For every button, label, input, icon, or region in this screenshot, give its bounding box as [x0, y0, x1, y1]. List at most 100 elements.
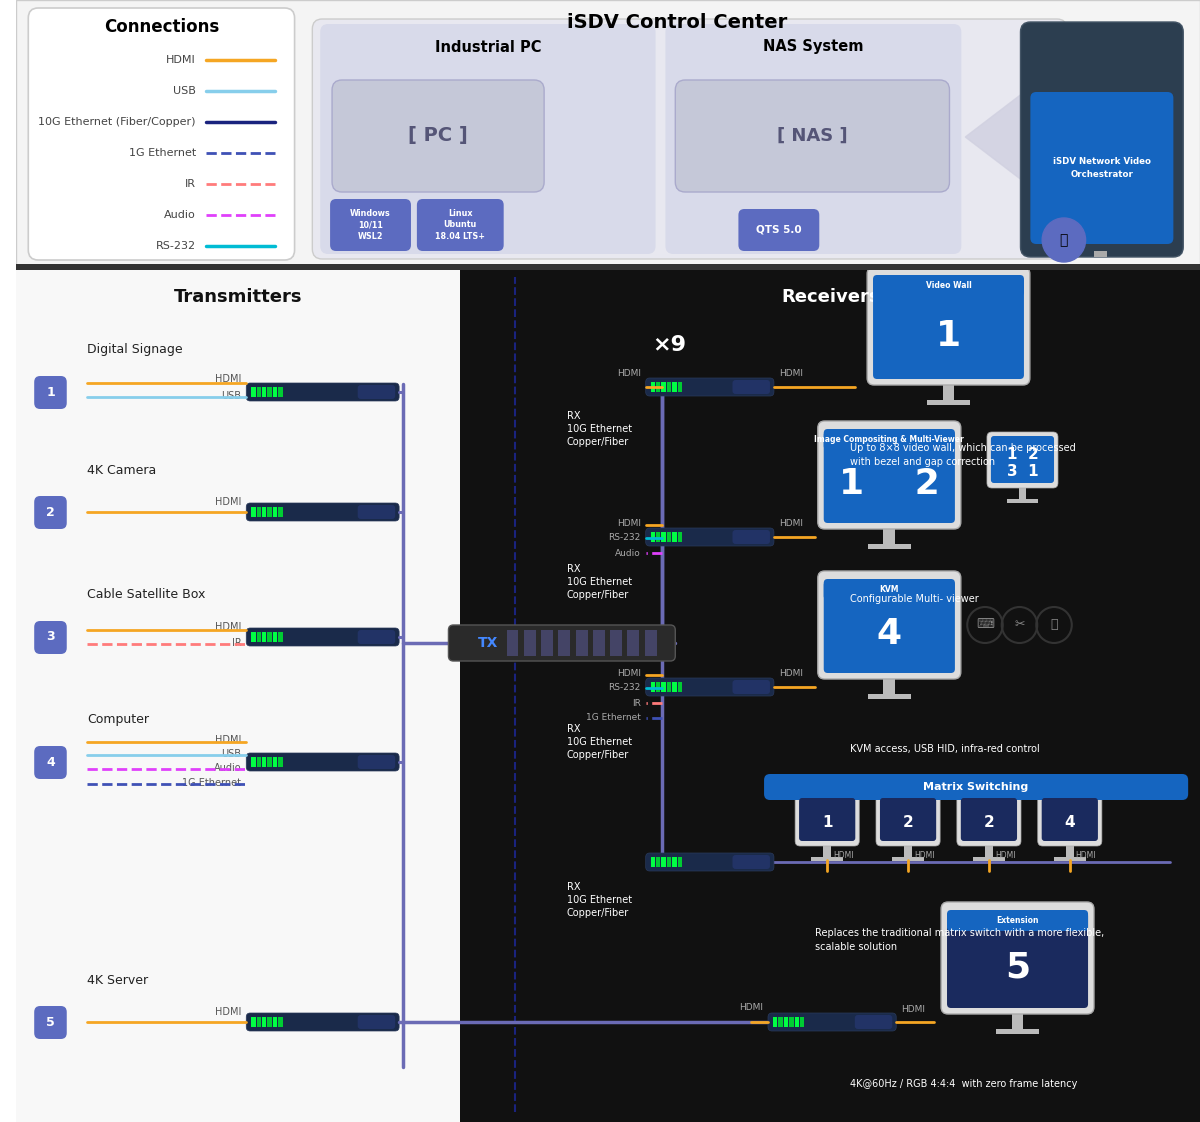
Bar [506, 629, 518, 656]
Text: KVM: KVM [880, 585, 899, 594]
FancyBboxPatch shape [666, 24, 961, 254]
Polygon shape [965, 67, 1057, 206]
Text: Connections: Connections [104, 18, 220, 36]
Text: 2: 2 [902, 816, 913, 830]
Bar [272, 507, 277, 517]
Text: RX
10G Ethernet
Copper/Fiber: RX 10G Ethernet Copper/Fiber [566, 411, 632, 448]
Bar [558, 629, 570, 656]
Text: iSDV Control Center: iSDV Control Center [568, 12, 787, 31]
Text: 1: 1 [936, 319, 961, 353]
Text: HDMI: HDMI [1075, 852, 1097, 861]
Bar [262, 1017, 266, 1027]
Bar [1012, 1014, 1024, 1032]
FancyBboxPatch shape [29, 8, 294, 260]
Bar [650, 682, 655, 692]
FancyBboxPatch shape [332, 80, 544, 192]
Text: 5: 5 [46, 1015, 55, 1029]
Text: Configurable Multi- viewer: Configurable Multi- viewer [850, 594, 979, 604]
Bar [883, 528, 895, 548]
Bar [278, 757, 283, 767]
Bar [268, 632, 272, 642]
Bar [278, 632, 283, 642]
Text: 5: 5 [1004, 950, 1030, 985]
FancyBboxPatch shape [796, 794, 859, 846]
Bar [823, 846, 832, 858]
Bar [650, 532, 655, 542]
Text: HDMI: HDMI [779, 670, 803, 679]
Bar [251, 632, 256, 642]
Bar [678, 381, 682, 392]
FancyBboxPatch shape [732, 680, 770, 695]
Text: ×9: ×9 [653, 335, 686, 355]
FancyBboxPatch shape [732, 380, 770, 394]
Text: Matrix Switching: Matrix Switching [924, 782, 1028, 792]
Text: HDMI: HDMI [739, 1003, 763, 1012]
FancyBboxPatch shape [320, 24, 655, 254]
FancyBboxPatch shape [991, 436, 1054, 482]
Bar [272, 757, 277, 767]
FancyBboxPatch shape [358, 385, 395, 399]
Bar [17, 264, 1200, 270]
Text: 3: 3 [46, 631, 55, 644]
Text: USB: USB [221, 749, 241, 758]
Bar [794, 1017, 799, 1027]
FancyBboxPatch shape [738, 209, 820, 251]
FancyBboxPatch shape [854, 1015, 893, 1029]
FancyBboxPatch shape [823, 429, 955, 450]
FancyBboxPatch shape [768, 1013, 896, 1031]
Text: Video Wall: Video Wall [925, 280, 971, 289]
Text: HDMI: HDMI [833, 852, 853, 861]
Text: USB: USB [221, 390, 241, 401]
Bar [678, 857, 682, 867]
Bar [811, 857, 842, 861]
Bar [672, 857, 677, 867]
Text: 10G Ethernet (Fiber/Copper): 10G Ethernet (Fiber/Copper) [38, 117, 196, 127]
Bar [22, 273, 457, 1118]
Text: HDMI: HDMI [215, 735, 241, 745]
Text: 1G Ethernet: 1G Ethernet [182, 778, 241, 788]
FancyBboxPatch shape [246, 628, 400, 646]
Text: Windows
10/11
WSL2: Windows 10/11 WSL2 [350, 210, 391, 240]
Text: RX
10G Ethernet
Copper/Fiber: RX 10G Ethernet Copper/Fiber [566, 724, 632, 761]
FancyBboxPatch shape [646, 378, 774, 396]
Bar [262, 632, 266, 642]
Bar [656, 857, 660, 867]
Bar [593, 629, 605, 656]
FancyBboxPatch shape [246, 753, 400, 771]
Text: HDMI: HDMI [167, 55, 196, 65]
FancyBboxPatch shape [986, 432, 1058, 488]
Bar [656, 381, 660, 392]
Text: Image Compositing & Multi-Viewer: Image Compositing & Multi-Viewer [815, 435, 964, 444]
Bar [672, 682, 677, 692]
Text: [ PC ]: [ PC ] [408, 127, 468, 146]
Bar [278, 1017, 283, 1027]
Bar [257, 632, 262, 642]
FancyBboxPatch shape [823, 579, 955, 600]
FancyBboxPatch shape [330, 199, 410, 251]
Bar [868, 693, 911, 699]
Bar [17, 270, 461, 1122]
Bar [926, 399, 970, 405]
Bar [672, 381, 677, 392]
Bar [251, 757, 256, 767]
FancyBboxPatch shape [947, 912, 1088, 1008]
Text: Audio: Audio [616, 549, 641, 558]
FancyBboxPatch shape [876, 794, 940, 846]
Bar [667, 857, 671, 867]
FancyBboxPatch shape [818, 421, 961, 528]
Bar [1094, 251, 1108, 257]
Bar [883, 679, 895, 697]
Bar [661, 381, 666, 392]
Bar [973, 857, 1004, 861]
Bar [667, 381, 671, 392]
FancyBboxPatch shape [35, 1006, 67, 1039]
Text: 1: 1 [822, 816, 833, 830]
Text: 2: 2 [46, 506, 55, 518]
Text: HDMI: HDMI [215, 622, 241, 632]
Bar [272, 632, 277, 642]
Bar [262, 757, 266, 767]
Text: HDMI: HDMI [215, 374, 241, 384]
Text: RS-232: RS-232 [608, 533, 641, 543]
Bar [262, 387, 266, 397]
Text: 1  2
3  1: 1 2 3 1 [1007, 447, 1038, 479]
